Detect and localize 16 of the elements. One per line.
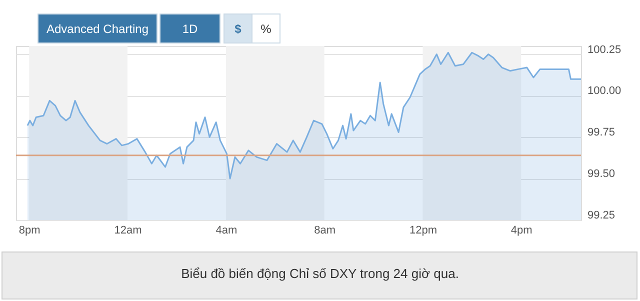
text: Biểu đồ biến động Chỉ số DXY trong 24 giờ qua. xyxy=(181,266,459,281)
x-tick-label: 12pm xyxy=(409,224,437,236)
x-tick-label: 12am xyxy=(114,224,142,236)
y-tick-label: 100.00 xyxy=(588,85,622,98)
text: 1D xyxy=(182,22,198,36)
text: $ xyxy=(234,22,242,36)
x-tick-label: 4am xyxy=(216,224,238,236)
y-tick-label: 99.75 xyxy=(588,126,616,139)
x-tick-label: 4pm xyxy=(510,224,532,236)
y-tick-label: 99.50 xyxy=(588,168,616,180)
y-tick-label: 99.25 xyxy=(588,210,616,222)
x-tick-label: 8am xyxy=(314,224,336,236)
y-tick-label: 100.25 xyxy=(588,44,622,56)
x-tick-label: 8pm xyxy=(18,224,40,236)
text: Advanced Charting xyxy=(46,22,149,36)
text: % xyxy=(260,22,272,36)
